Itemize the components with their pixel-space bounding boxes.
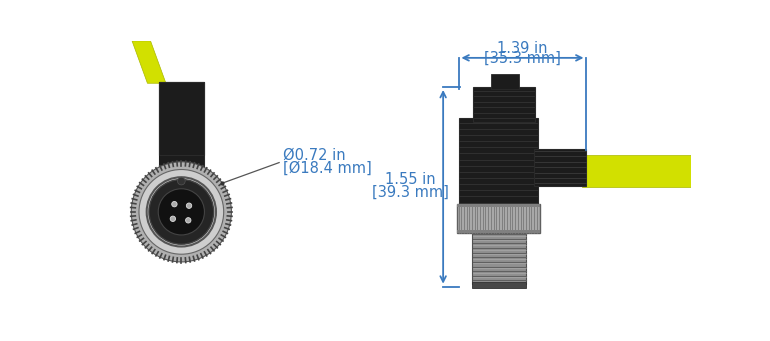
Circle shape: [149, 179, 213, 244]
Circle shape: [172, 202, 177, 207]
Bar: [491, 74, 519, 89]
Bar: [159, 82, 203, 159]
Bar: [159, 82, 203, 164]
Text: [35.3 mm]: [35.3 mm]: [484, 51, 561, 66]
Bar: [457, 204, 541, 207]
Bar: [582, 155, 691, 187]
Bar: [459, 118, 537, 209]
Bar: [457, 230, 541, 234]
Bar: [159, 82, 203, 182]
Text: 1.39 in: 1.39 in: [497, 41, 547, 56]
Text: Ø0.72 in: Ø0.72 in: [283, 147, 346, 162]
Circle shape: [170, 216, 176, 222]
Text: [39.3 mm]: [39.3 mm]: [372, 185, 448, 200]
Circle shape: [186, 203, 192, 208]
Circle shape: [186, 218, 191, 223]
Polygon shape: [159, 160, 226, 166]
Bar: [159, 82, 203, 155]
Circle shape: [159, 189, 204, 235]
Bar: [534, 149, 587, 186]
Circle shape: [131, 162, 231, 262]
Bar: [473, 87, 534, 122]
Bar: [473, 232, 527, 284]
Circle shape: [177, 177, 185, 185]
Text: 1.55 in: 1.55 in: [385, 173, 435, 188]
Bar: [457, 204, 541, 234]
Bar: [473, 282, 527, 288]
Polygon shape: [132, 41, 166, 83]
Text: [Ø18.4 mm]: [Ø18.4 mm]: [283, 161, 372, 176]
Circle shape: [139, 169, 223, 254]
